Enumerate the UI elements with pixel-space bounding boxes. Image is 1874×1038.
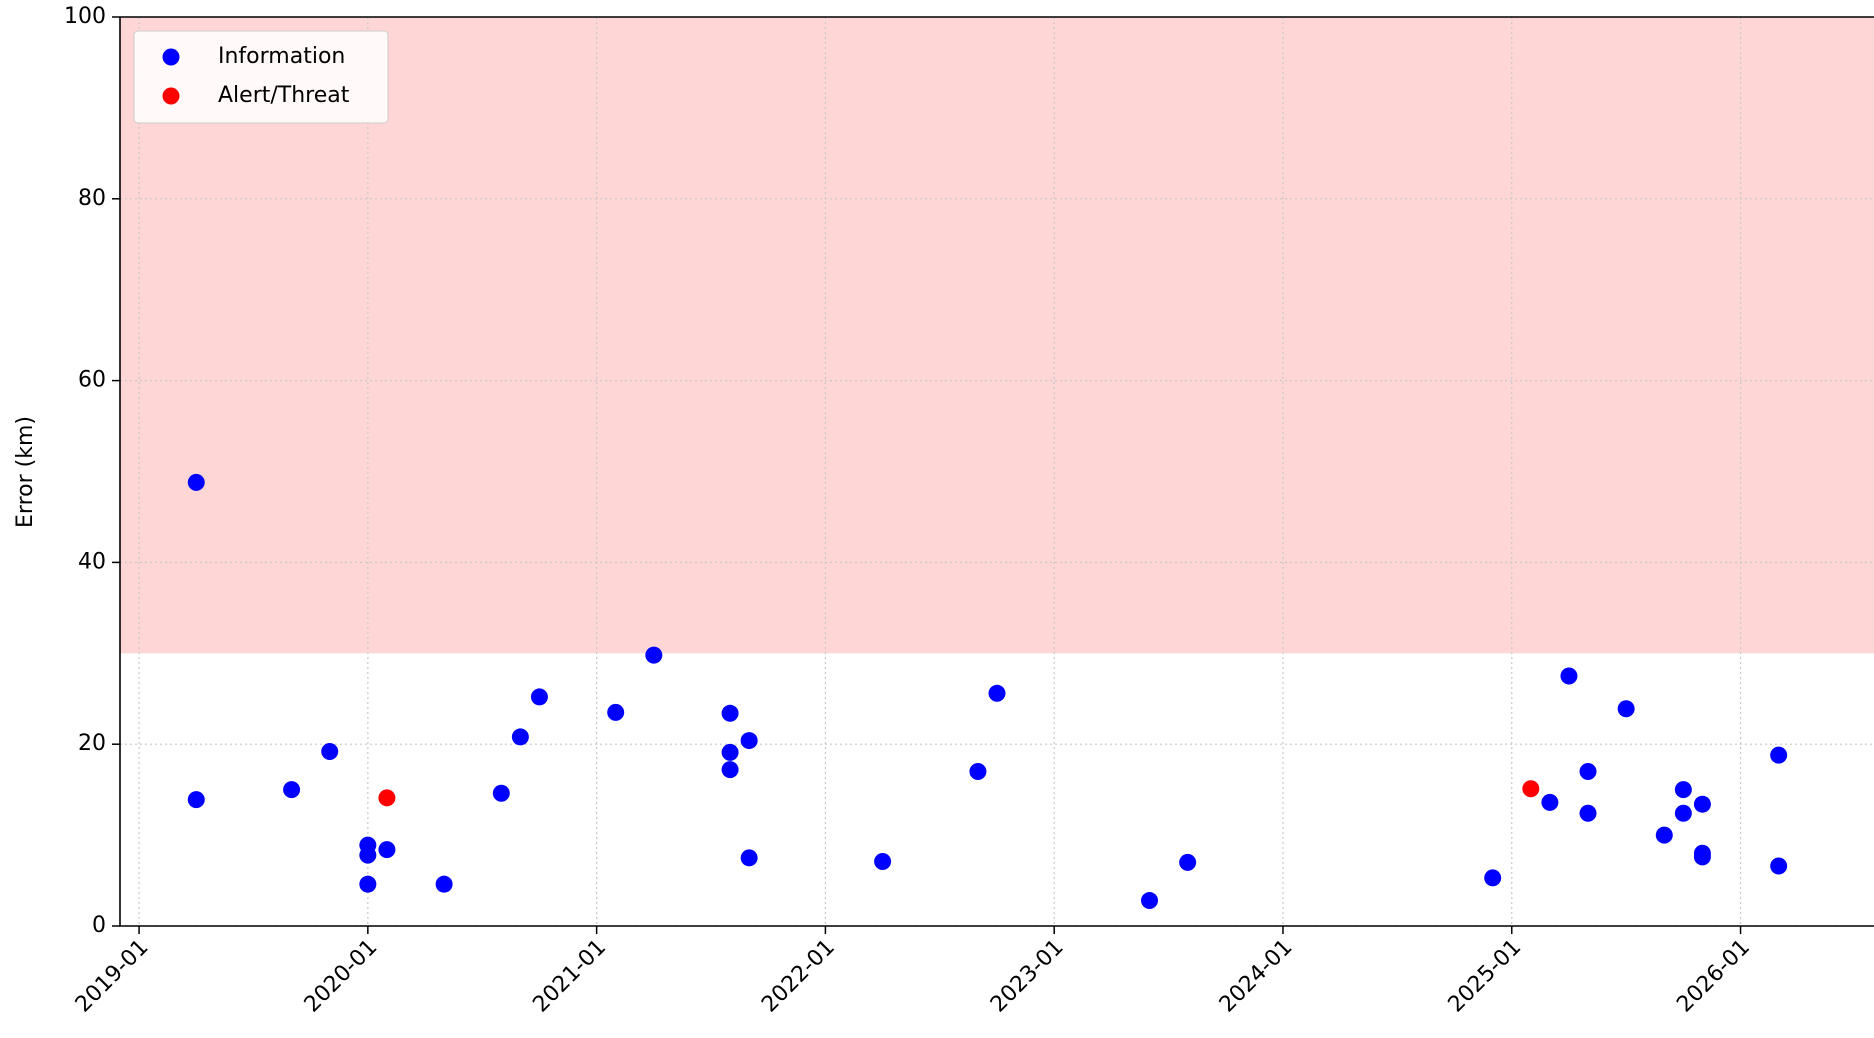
data-point	[511, 728, 529, 746]
data-point	[1674, 804, 1692, 822]
data-point	[359, 846, 377, 864]
data-point	[492, 784, 510, 802]
data-point	[1141, 892, 1159, 910]
data-point	[988, 684, 1006, 702]
legend-box	[133, 30, 389, 124]
data-point	[721, 704, 739, 722]
data-point	[1770, 857, 1788, 875]
data-point	[1179, 853, 1197, 871]
x-tick-label: 2022-01	[757, 935, 840, 1018]
x-tick-label: 2024-01	[1215, 935, 1298, 1018]
data-point	[1655, 826, 1673, 844]
legend-marker	[162, 48, 180, 66]
data-point	[359, 875, 377, 893]
data-point	[321, 742, 339, 760]
x-tick-label: 2019-01	[71, 935, 154, 1018]
data-point	[1522, 780, 1540, 798]
data-point	[1579, 762, 1597, 780]
data-point	[530, 688, 548, 706]
data-point	[1770, 746, 1788, 764]
data-point	[187, 791, 205, 809]
data-point	[1579, 804, 1597, 822]
y-tick-label: 60	[78, 368, 106, 393]
data-point	[874, 852, 892, 870]
y-tick-label: 0	[92, 913, 106, 938]
y-axis-label: Error (km)	[13, 416, 38, 528]
legend-marker	[162, 87, 180, 105]
y-tick-label: 100	[64, 4, 106, 29]
x-tick-label: 2023-01	[986, 935, 1069, 1018]
x-tick-label: 2020-01	[300, 935, 383, 1018]
data-point	[435, 875, 453, 893]
data-point	[378, 789, 396, 807]
threshold-band	[120, 17, 1874, 654]
data-point	[1674, 781, 1692, 799]
data-point	[283, 781, 301, 799]
data-point	[721, 743, 739, 761]
data-point	[645, 646, 663, 664]
y-tick-label: 40	[78, 549, 106, 574]
data-point	[187, 473, 205, 491]
legend: Information Alert/Threat	[133, 30, 389, 124]
axes-frame	[119, 16, 1874, 927]
y-tick-label: 80	[78, 186, 106, 211]
x-tick-label: 2026-01	[1672, 935, 1755, 1018]
legend-label: Alert/Threat	[218, 83, 350, 108]
data-point	[607, 703, 625, 721]
data-point	[1617, 700, 1635, 718]
data-point	[1484, 869, 1502, 887]
data-point	[378, 841, 396, 859]
data-point	[1560, 667, 1578, 685]
data-point	[969, 762, 987, 780]
data-point	[740, 732, 758, 750]
data-point	[1541, 793, 1559, 811]
x-tick-label: 2021-01	[528, 935, 611, 1018]
data-point	[1693, 795, 1711, 813]
x-tick-label: 2025-01	[1444, 935, 1527, 1018]
data-point	[740, 849, 758, 867]
data-point	[1693, 848, 1711, 866]
y-tick-label: 20	[78, 731, 106, 756]
data-point	[721, 761, 739, 779]
legend-label: Information	[218, 44, 345, 69]
